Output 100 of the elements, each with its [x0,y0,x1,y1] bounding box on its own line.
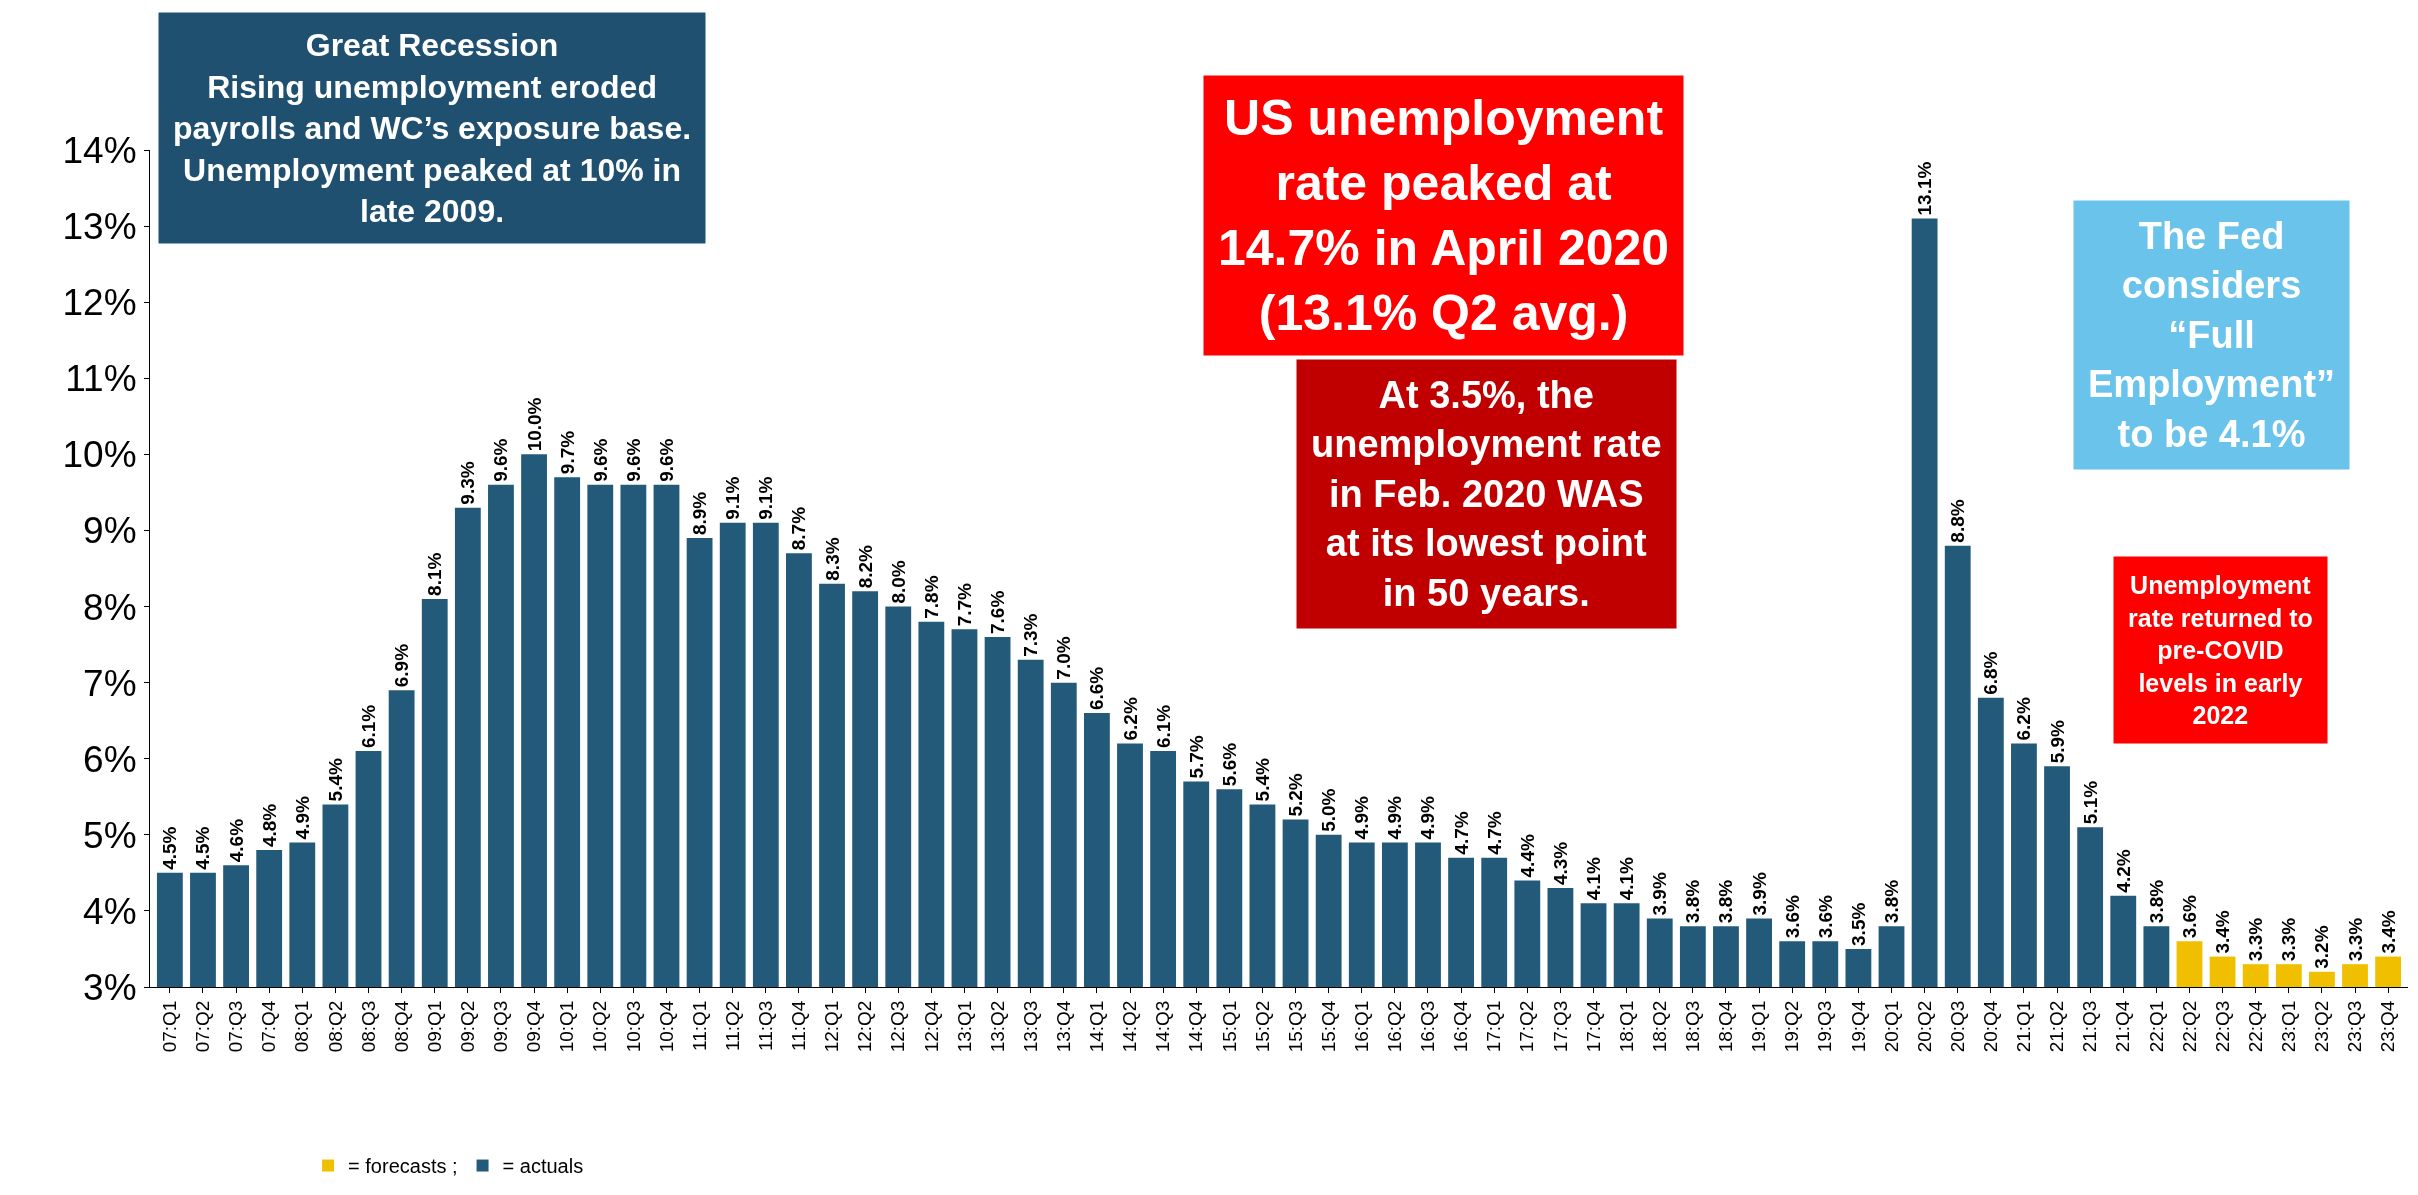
data-label: 4.1% [1616,856,1638,901]
data-label: 3.9% [1748,872,1770,916]
data-label: 4.9% [291,796,313,840]
data-label: 3.3% [2245,917,2267,962]
x-tick-label: 09:Q1 [423,1000,445,1053]
data-label: 4.4% [1516,834,1538,878]
legend-label: = actuals [502,1155,584,1178]
x-tick-label: 22:Q2 [2178,1000,2200,1053]
x-tick-label: 17:Q1 [1483,1000,1505,1053]
data-label: 7.3% [1020,613,1042,657]
x-tick-label: 07:Q3 [225,1000,247,1053]
x-tick-label: 18:Q4 [1715,1000,1737,1053]
data-label: 4.7% [1483,811,1505,855]
data-label: 8.1% [424,552,446,596]
data-label: 9.6% [490,438,512,482]
data-label: 8.9% [689,491,711,536]
data-label: 4.8% [258,803,280,848]
x-tick-label: 09:Q2 [457,1000,479,1053]
x-tick-label: 22:Q1 [2145,1000,2167,1053]
annotation: At 3.5%, the unemployment rate in Feb. 2020 WAS at its lowest point in 50 years. [1311,374,1662,614]
data-label: 8.0% [887,560,909,604]
x-tick-label: 20:Q4 [1980,1000,2002,1053]
data-label: 3.4% [2212,910,2234,954]
x-tick-label: 10:Q1 [556,1000,578,1053]
x-tick-label: 15:Q4 [1317,1000,1339,1053]
data-label: 3.6% [2178,894,2200,939]
x-tick-label: 21:Q3 [2079,1000,2101,1053]
data-label: 9.6% [622,438,644,482]
x-tick-label: 17:Q4 [1582,1000,1604,1053]
x-tick-label: 19:Q2 [1781,1000,1803,1053]
data-label: 3.5% [1847,902,1869,946]
x-tick-label: 11:Q2 [721,1000,743,1051]
x-tick-label: 15:Q1 [1218,1000,1240,1053]
data-label: 5.1% [2079,780,2101,825]
x-tick-label: 15:Q3 [1284,1000,1306,1053]
x-tick-label: 12:Q3 [887,1000,909,1053]
annotation: The Fed considers “Full Employment” to be 4.1% [2088,215,2336,455]
x-tick-label: 20:Q1 [1880,1000,1902,1053]
data-label: 5.9% [2046,719,2068,764]
data-label: 4.5% [192,826,214,870]
x-tick-label: 12:Q2 [854,1000,876,1053]
x-tick-label: 08:Q3 [357,1000,379,1053]
y-tick-label: 3% [83,966,137,1008]
x-tick-label: 18:Q2 [1648,1000,1670,1053]
data-label: 6.9% [391,643,413,688]
x-tick-label: 08:Q1 [291,1000,313,1053]
annotation: US unemployment rate peaked at 14.7% in April 2020 (13.1% Q2 avg.) [1218,90,1670,341]
x-tick-label: 19:Q3 [1814,1000,1836,1053]
data-label: 9.6% [589,438,611,482]
x-tick-label: 12:Q4 [920,1000,942,1053]
x-tick-label: 10:Q4 [655,1000,677,1053]
x-tick-label: 13:Q3 [1019,1000,1041,1053]
data-label: 9.3% [457,461,479,505]
data-label: 8.3% [821,537,843,581]
data-label: 3.6% [1814,894,1836,939]
x-tick-label: 18:Q3 [1682,1000,1704,1053]
x-tick-label: 16:Q4 [1450,1000,1472,1053]
data-label: 6.2% [2013,697,2035,741]
data-label: 9.1% [722,476,744,520]
data-label: 9.1% [755,476,777,520]
x-tick-label: 11:Q1 [688,1000,710,1051]
x-tick-label: 16:Q1 [1350,1000,1372,1053]
x-tick-label: 20:Q2 [1913,1000,1935,1053]
data-label: 7.8% [920,575,942,619]
x-tick-label: 13:Q4 [1052,1000,1074,1053]
x-tick-label: 13:Q2 [986,1000,1008,1053]
data-label: 5.6% [1218,742,1240,787]
data-label: 5.4% [324,757,346,802]
data-label: 6.1% [358,704,380,749]
data-label: 5.0% [1318,788,1340,832]
x-tick-label: 08:Q2 [324,1000,346,1053]
x-tick-label: 14:Q1 [1086,1000,1108,1053]
data-label: 4.1% [1583,856,1605,901]
annotation: Unemployment rate returned to pre-COVID levels in early 2022 [2128,571,2313,729]
data-label: 8.8% [1947,499,1969,543]
data-label: 8.2% [854,544,876,589]
data-label: 3.6% [1781,894,1803,939]
data-label: 5.4% [1251,757,1273,802]
x-tick-label: 16:Q2 [1384,1000,1406,1053]
x-tick-label: 13:Q1 [953,1000,975,1053]
data-label: 4.7% [1450,811,1472,855]
data-label: 7.6% [987,590,1009,634]
x-tick-label: 19:Q1 [1748,1000,1770,1053]
y-tick-label: 14% [62,129,137,171]
x-tick-label: 11:Q4 [788,1000,810,1051]
x-tick-label: 10:Q3 [622,1000,644,1053]
y-tick-label: 13% [62,206,137,248]
y-tick-label: 9% [83,510,137,552]
x-tick-label: 21:Q4 [2112,1000,2134,1053]
data-label: 6.6% [1086,666,1108,711]
y-tick-label: 12% [62,282,137,324]
data-label: 6.1% [1152,704,1174,749]
y-tick-label: 6% [83,738,137,780]
annotation: Great Recession Rising unemployment eroded payrolls and WC’s exposure base. Unemployment peaked at 10% in late 2009. [173,27,692,230]
x-tick-label: 15:Q2 [1251,1000,1273,1053]
data-label: 3.3% [2344,917,2366,962]
x-tick-label: 20:Q3 [1946,1000,1968,1053]
data-label: 4.9% [1384,796,1406,840]
data-label: 5.2% [1285,773,1307,817]
data-label: 4.2% [2112,849,2134,893]
